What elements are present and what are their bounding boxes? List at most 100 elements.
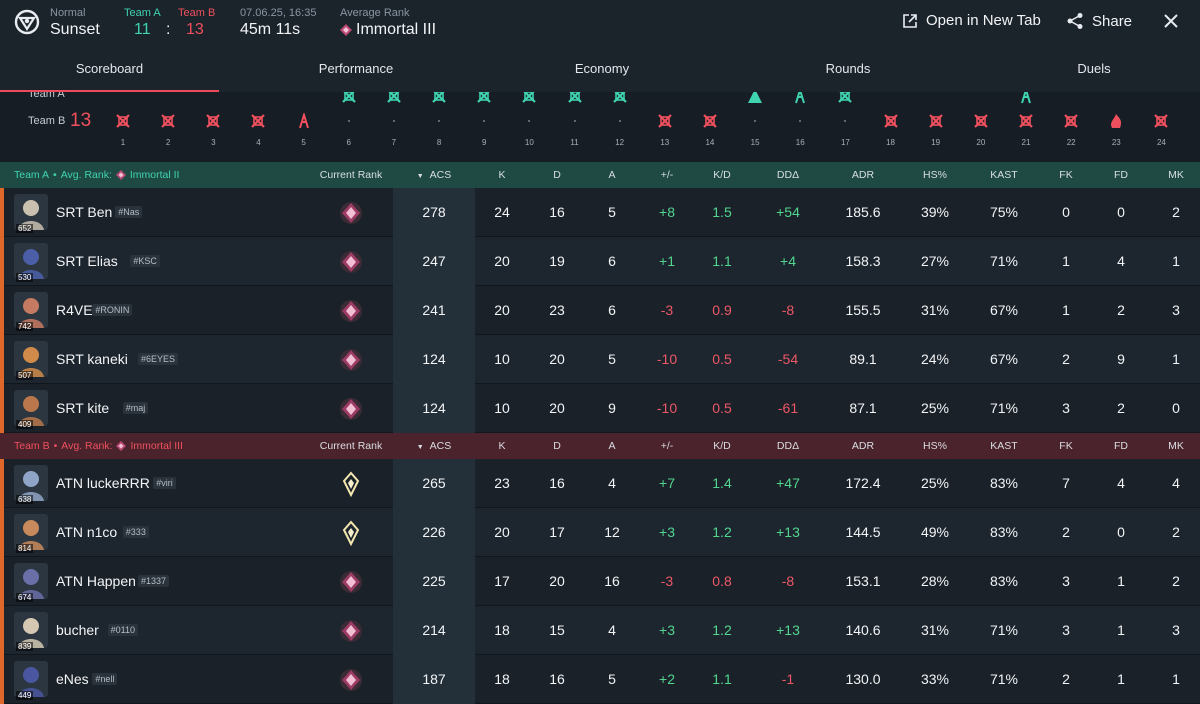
- player-name[interactable]: SRT kite: [56, 400, 110, 416]
- stat-fk: 2: [1062, 524, 1070, 540]
- round-empty-marker: [528, 120, 531, 122]
- round-number: 22: [1066, 138, 1076, 147]
- player-name[interactable]: SRT Ben: [56, 204, 113, 220]
- stat-mk: 0: [1172, 400, 1180, 416]
- column-header[interactable]: FK: [1059, 440, 1073, 452]
- stat-kd: 0.8: [712, 573, 732, 589]
- player-name[interactable]: SRT kaneki: [56, 351, 128, 367]
- team-b-round-elim-icon: [251, 114, 266, 128]
- stat-kd: 1.2: [712, 524, 732, 540]
- team-b-header: Team B • Avg. Rank: Immortal III Current…: [0, 433, 1200, 459]
- rank-immortal-icon: [340, 349, 362, 371]
- tab-rounds[interactable]: Rounds: [825, 61, 871, 76]
- agent-portrait: [14, 661, 48, 697]
- column-header[interactable]: FD: [1114, 169, 1128, 181]
- round-number: 19: [931, 138, 941, 147]
- column-header[interactable]: +/-: [660, 440, 674, 452]
- stat-a: 9: [608, 400, 616, 416]
- column-header[interactable]: KAST: [990, 440, 1018, 452]
- round-empty-marker: [754, 120, 757, 122]
- close-icon[interactable]: [1162, 12, 1180, 30]
- column-header[interactable]: A: [608, 169, 616, 181]
- average-rank: Average Rank Immortal III: [340, 7, 436, 40]
- column-header[interactable]: Current Rank: [319, 440, 383, 452]
- player-name[interactable]: ATN n1co: [56, 524, 118, 540]
- player-row[interactable]: 652 SRT Ben #Nas 278 24 16 5 +8 1.5 +54 185.6 39…: [0, 188, 1200, 237]
- tab-scoreboard[interactable]: Scoreboard: [0, 46, 219, 92]
- stat-fd: 4: [1117, 475, 1125, 491]
- team-b-round-elim-icon: [703, 114, 717, 128]
- column-header[interactable]: +/-: [660, 169, 674, 181]
- player-row[interactable]: 814 ATN n1co #333 226 20 17 12 +3 1.2 +13 144.5…: [0, 508, 1200, 557]
- column-header[interactable]: A: [608, 440, 616, 452]
- column-header[interactable]: ADR: [851, 440, 875, 452]
- player-row[interactable]: 507 SRT kaneki #6EYES 124 10 20 5 -10 0.5 -54 8…: [0, 335, 1200, 384]
- stat-a: 16: [604, 573, 620, 589]
- stat-kd: 0.5: [712, 400, 732, 416]
- account-level: 530: [16, 273, 34, 282]
- stat-dd: +13: [776, 622, 800, 638]
- column-header[interactable]: K: [498, 169, 506, 181]
- rank-radiant-icon: [342, 471, 360, 497]
- stat-d: 16: [549, 671, 565, 687]
- player-row[interactable]: 742 R4VE #RONIN 241 20 23 6 -3 0.9 -8 155.5 31% 6…: [0, 286, 1200, 335]
- player-tag: #1337: [138, 575, 170, 587]
- column-header[interactable]: K: [498, 440, 506, 452]
- player-row[interactable]: 638 ATN luckeRRR #viri 265 23 16 4 +7 1.4 +47 1…: [0, 459, 1200, 508]
- column-header[interactable]: D: [553, 440, 561, 452]
- player-name[interactable]: SRT Elias: [56, 253, 118, 269]
- player-row[interactable]: 530 SRT Elias #KSC 247 20 19 6 +1 1.1 +4 158.3 2…: [0, 237, 1200, 286]
- player-row[interactable]: 839 bucher #0110 214 18 15 4 +3 1.2 +13 140.6 31…: [0, 606, 1200, 655]
- column-header[interactable]: FK: [1059, 169, 1073, 181]
- column-header[interactable]: ADR: [851, 169, 875, 181]
- column-header[interactable]: Current Rank: [319, 169, 383, 181]
- player-name[interactable]: bucher: [56, 622, 99, 638]
- stat-d: 20: [549, 400, 565, 416]
- stat-acs: 187: [422, 671, 446, 687]
- team-name: Team B: [14, 440, 50, 452]
- tab-economy[interactable]: Economy: [574, 61, 630, 76]
- column-header[interactable]: DDΔ: [776, 169, 800, 181]
- player-name[interactable]: ATN Happen: [56, 573, 136, 589]
- stat-adr: 87.1: [849, 400, 877, 416]
- acs-highlight: [393, 557, 475, 606]
- player-row[interactable]: 674 ATN Happen #1337 225 17 20 16 -3 0.8 -8 153…: [0, 557, 1200, 606]
- rank-icon: [115, 170, 126, 180]
- player-name[interactable]: ATN luckeRRR: [56, 475, 150, 491]
- stat-hs: 24%: [920, 351, 950, 367]
- share-button[interactable]: Share: [1066, 12, 1132, 30]
- stat-mk: 1: [1172, 671, 1180, 687]
- round-number: 9: [481, 138, 487, 147]
- team-a-round-defuse-icon: [795, 92, 806, 104]
- stat-k: 17: [494, 573, 510, 589]
- column-header[interactable]: DDΔ: [776, 440, 800, 452]
- column-header[interactable]: ▼ ACS: [416, 169, 452, 181]
- player-row[interactable]: 449 eNes #nell 187 18 16 5 +2 1.1 -1 130.0 33% 71…: [0, 655, 1200, 704]
- tab-duels[interactable]: Duels: [1077, 61, 1111, 76]
- player-name[interactable]: eNes: [56, 671, 89, 687]
- match-date: 07.06.25, 16:35: [240, 7, 317, 19]
- stat-a: 4: [608, 622, 616, 638]
- tab-performance[interactable]: Performance: [318, 61, 394, 76]
- column-header[interactable]: K/D: [713, 169, 731, 181]
- player-name[interactable]: R4VE: [56, 302, 93, 318]
- mode-label: Normal: [50, 7, 86, 19]
- stat-hs: 28%: [920, 573, 950, 589]
- column-header[interactable]: HS%: [923, 169, 947, 181]
- column-header[interactable]: ▼ ACS: [416, 440, 452, 452]
- player-tag: #Nas: [115, 206, 143, 218]
- column-header[interactable]: KAST: [990, 169, 1018, 181]
- stat-fd: 1: [1117, 622, 1125, 638]
- column-header[interactable]: K/D: [713, 440, 731, 452]
- column-header[interactable]: D: [553, 169, 561, 181]
- stat-kast: 71%: [989, 400, 1019, 416]
- team-b-round-elim-icon: [974, 114, 988, 128]
- open-new-tab-button[interactable]: Open in New Tab: [902, 12, 1041, 29]
- player-row[interactable]: 409 SRT kite #maj 124 10 20 9 -10 0.5 -61 87.1 2…: [0, 384, 1200, 433]
- top-bar: Normal Sunset Team A Team B 11 : 13 07.0…: [0, 0, 1200, 46]
- account-level: 742: [16, 322, 34, 331]
- column-header[interactable]: MK: [1168, 169, 1184, 181]
- column-header[interactable]: FD: [1114, 440, 1128, 452]
- column-header[interactable]: HS%: [923, 440, 947, 452]
- column-header[interactable]: MK: [1168, 440, 1184, 452]
